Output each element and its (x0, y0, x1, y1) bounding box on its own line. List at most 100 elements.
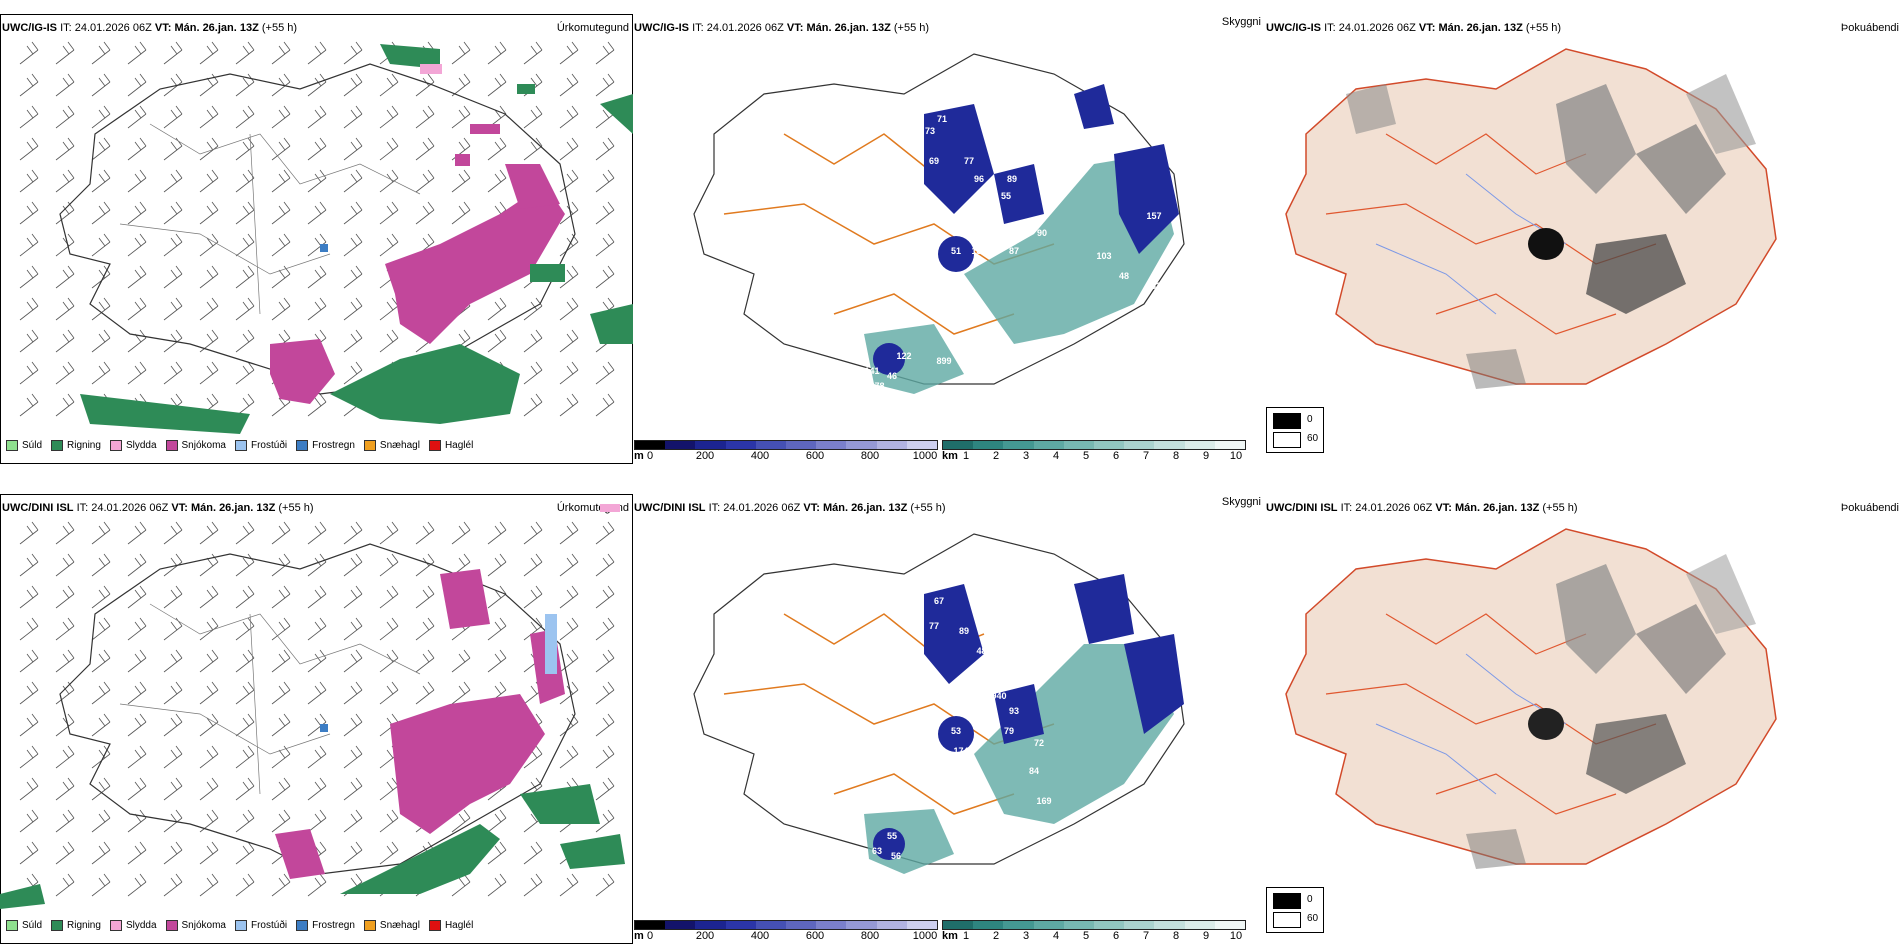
wind-barb (55, 521, 75, 545)
wind-barb (271, 73, 291, 97)
wind-barb (415, 105, 435, 129)
wind-barb (271, 873, 291, 897)
wind-barb (559, 265, 579, 289)
wind-barb (271, 713, 291, 737)
wind-barb (163, 297, 183, 321)
wind-barb (55, 233, 75, 257)
fog-key-light-swatch (1273, 432, 1301, 448)
wind-barb (559, 297, 579, 321)
tick-label: 7 (1142, 450, 1150, 462)
cloud-base-value: 82 (974, 686, 984, 696)
wind-barb (523, 297, 543, 321)
wind-barb (343, 137, 363, 161)
legend-swatch (296, 920, 309, 931)
wind-barb (451, 169, 471, 193)
cloud-base-value: 62 (1134, 136, 1144, 146)
wind-barb (235, 329, 255, 353)
scale-swatch (1124, 441, 1155, 449)
wind-barb (235, 745, 255, 769)
wind-barb (55, 137, 75, 161)
scale-swatch (1033, 921, 1064, 929)
wind-barb (127, 617, 147, 641)
wind-barb (487, 649, 507, 673)
wind-barb (127, 265, 147, 289)
wind-barb (127, 809, 147, 833)
wind-barb (127, 297, 147, 321)
cloud-base-value: 48 (1119, 271, 1129, 281)
wind-barb (19, 681, 39, 705)
scale-swatch (973, 921, 1004, 929)
cloud-base-value: 122 (896, 351, 911, 361)
wind-barb (55, 105, 75, 129)
scale-swatch (1214, 921, 1246, 929)
wind-barb (379, 201, 399, 225)
cloud-base-value: 93 (964, 556, 974, 566)
scale-swatch (1033, 441, 1064, 449)
cloud-base-scale-1 (634, 440, 938, 450)
cloud-base-value: 89 (959, 626, 969, 636)
cloud-base-value: 84 (1029, 766, 1039, 776)
wind-barb (163, 41, 183, 65)
wind-barb (307, 681, 327, 705)
wind-barb (19, 713, 39, 737)
legend-swatch (428, 440, 441, 451)
wind-barb (199, 201, 219, 225)
wind-barb (379, 777, 399, 801)
wind-barb (559, 553, 579, 577)
wind-barb (235, 841, 255, 865)
tick-label: 3 (1022, 930, 1030, 942)
legend-swatch (109, 440, 122, 451)
scale-swatch (786, 441, 817, 449)
wind-barb (595, 521, 615, 545)
wind-barb (595, 617, 615, 641)
wind-barb (379, 649, 399, 673)
scale-swatch (846, 921, 877, 929)
wind-barb (271, 169, 291, 193)
wind-barb (163, 105, 183, 129)
wind-barb (415, 169, 435, 193)
wind-barb (595, 873, 615, 897)
tick-label: 400 (750, 930, 770, 942)
tick-label: 2 (992, 930, 1000, 942)
wind-barb (19, 233, 39, 257)
cloud-base-value: 32 (1019, 626, 1029, 636)
fog-label-2: Þokuábendi (1840, 502, 1899, 514)
wind-barb (163, 265, 183, 289)
cloud-base-value: 77 (929, 621, 939, 631)
wind-barb (595, 585, 615, 609)
wind-barb (199, 521, 219, 545)
visibility-unit-2: km (942, 930, 958, 942)
wind-barb (199, 137, 219, 161)
legend-item: Snjókoma (165, 440, 226, 451)
wind-barb (55, 873, 75, 897)
scale-swatch (755, 441, 787, 449)
cloud-base-value: 486 (976, 646, 991, 656)
wind-barb (163, 681, 183, 705)
fog-label-1: Þokuábendi (1840, 22, 1899, 34)
visibility-unit-1: km (942, 450, 958, 462)
wind-barb (55, 745, 75, 769)
scale-swatch (1063, 921, 1095, 929)
wind-barb (19, 73, 39, 97)
wind-barb (163, 169, 183, 193)
fog-panel-2: UWC/DINI ISL IT: 24.01.2026 06Z VT: Mán.… (1266, 494, 1900, 944)
wind-barb (487, 841, 507, 865)
scale-swatch (786, 921, 817, 929)
tick-label: 0 (646, 930, 654, 942)
wind-barb (343, 521, 363, 545)
wind-barb (127, 137, 147, 161)
legend-swatch (6, 920, 18, 931)
wind-barb (415, 617, 435, 641)
tick-label: 5 (1082, 930, 1090, 942)
wind-barb (379, 105, 399, 129)
scale-swatch (876, 921, 907, 929)
wind-barb (199, 329, 219, 353)
wind-barb (163, 585, 183, 609)
wind-barb (163, 777, 183, 801)
wind-barb (307, 617, 327, 641)
wind-barb (559, 745, 579, 769)
fog-map-2 (1285, 528, 1777, 869)
scale-swatch (906, 441, 938, 449)
wind-barb (343, 777, 363, 801)
wind-barb (559, 105, 579, 129)
